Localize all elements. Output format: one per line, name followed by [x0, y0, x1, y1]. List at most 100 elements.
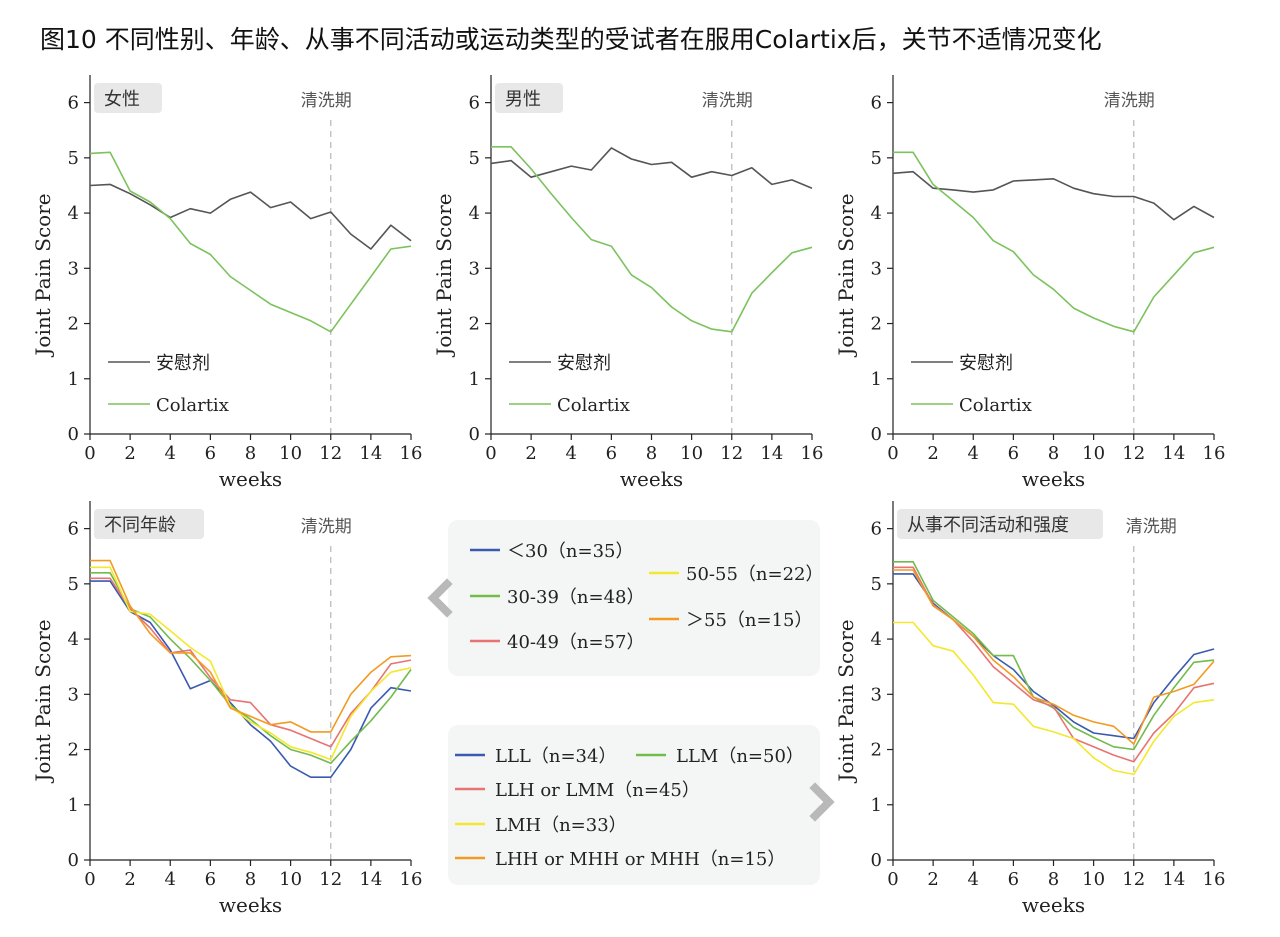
series-line-2 — [893, 560, 1215, 751]
x-tick-label: 10 — [1082, 443, 1105, 464]
x-tick-label: 0 — [887, 443, 898, 464]
y-tick-label: 4 — [68, 203, 79, 224]
x-tick-label: 12 — [319, 443, 342, 464]
series-line-1 — [490, 147, 813, 189]
y-tick-label: 2 — [68, 740, 79, 761]
x-tick-label: 4 — [968, 869, 979, 890]
y-tick-label: 6 — [469, 93, 480, 114]
legend-entry: Colartix — [959, 395, 1032, 416]
y-tick-label: 1 — [68, 369, 79, 390]
y-tick-label: 6 — [68, 93, 79, 114]
x-tick-label: 8 — [646, 443, 657, 464]
x-tick-label: 12 — [1122, 869, 1145, 890]
x-tick-label: 16 — [1203, 869, 1226, 890]
x-tick-label: 6 — [205, 869, 216, 890]
x-tick-label: 4 — [165, 869, 176, 890]
x-axis-label: weeks — [1022, 893, 1085, 917]
legends: ＜30（n=35） 30-39（n=48） 40-49（n=57） 50-55（n=2… — [448, 520, 823, 885]
x-tick-label: 2 — [927, 443, 938, 464]
activity-legend-entry: LHH or MHH or MHH（n=15） — [495, 849, 785, 870]
panel-label: 女性 — [104, 89, 140, 110]
y-tick-label: 3 — [68, 684, 79, 705]
x-tick-label: 10 — [279, 869, 302, 890]
x-tick-label: 6 — [205, 443, 216, 464]
panel-label: 不同年龄 — [104, 515, 176, 536]
y-axis-label: Joint Pain Score — [31, 193, 55, 357]
y-tick-label: 5 — [68, 148, 79, 169]
y-tick-label: 0 — [469, 424, 480, 445]
series-line-1 — [89, 183, 412, 250]
legend-entry: 安慰剂 — [156, 353, 210, 374]
x-tick-label: 16 — [400, 869, 423, 890]
series-line-4 — [893, 621, 1215, 776]
y-tick-label: 6 — [871, 519, 882, 540]
x-tick-label: 8 — [245, 443, 256, 464]
legend-entry: Colartix — [557, 395, 630, 416]
x-tick-label: 14 — [359, 443, 382, 464]
series-line-5 — [893, 569, 1215, 745]
washout-label: 清洗期 — [301, 91, 352, 111]
washout-label: 清洗期 — [1104, 91, 1155, 111]
series-line-1 — [90, 580, 412, 779]
activity-legend-entry: LMH（n=33） — [495, 815, 627, 836]
age-legend-entry: ＜30（n=35） — [507, 541, 633, 562]
x-tick-label: 2 — [927, 869, 938, 890]
y-tick-label: 3 — [68, 258, 79, 279]
series-line-2 — [90, 571, 412, 765]
series-line-1 — [893, 573, 1215, 740]
x-tick-label: 16 — [801, 443, 824, 464]
x-tick-label: 14 — [1162, 443, 1185, 464]
panel-label-background — [94, 83, 162, 113]
y-axis-label: Joint Pain Score — [432, 193, 456, 357]
y-axis-label: Joint Pain Score — [834, 619, 858, 783]
age-legend-entry: 50-55（n=22） — [686, 564, 823, 585]
x-tick-label: 14 — [359, 869, 382, 890]
x-tick-label: 6 — [1008, 443, 1019, 464]
y-tick-label: 4 — [68, 629, 79, 650]
y-tick-label: 2 — [469, 314, 480, 335]
age-legend-box — [448, 520, 820, 676]
x-axis-label: weeks — [219, 893, 282, 917]
legend-entry: Colartix — [156, 395, 229, 416]
x-tick-label: 12 — [1122, 443, 1145, 464]
panel-label: 从事不同活动和强度 — [907, 515, 1069, 536]
age-legend-entry: 30-39（n=48） — [507, 587, 644, 608]
y-tick-label: 2 — [68, 314, 79, 335]
y-tick-label: 2 — [871, 314, 882, 335]
x-tick-label: 10 — [680, 443, 703, 464]
x-tick-label: 8 — [1048, 869, 1059, 890]
x-tick-label: 0 — [485, 443, 496, 464]
x-axis-label: weeks — [620, 467, 683, 491]
x-tick-label: 2 — [525, 443, 536, 464]
washout-label: 清洗期 — [702, 91, 753, 111]
x-tick-label: 4 — [968, 443, 979, 464]
x-tick-label: 16 — [400, 443, 423, 464]
series-line-2 — [893, 151, 1215, 333]
x-tick-label: 0 — [84, 443, 95, 464]
y-tick-label: 1 — [871, 369, 882, 390]
x-tick-label: 6 — [606, 443, 617, 464]
series-line-3 — [90, 577, 412, 748]
chevron-right-icon — [809, 782, 835, 822]
x-tick-label: 14 — [1162, 869, 1185, 890]
x-tick-label: 12 — [319, 869, 342, 890]
y-tick-label: 5 — [871, 574, 882, 595]
figure-title: 图10 不同性别、年龄、从事不同活动或运动类型的受试者在服用Colartix后，… — [40, 25, 1102, 54]
x-tick-label: 10 — [1082, 869, 1105, 890]
y-tick-label: 5 — [469, 148, 480, 169]
age-legend-entry: ＞55（n=15） — [686, 610, 812, 631]
y-axis-label: Joint Pain Score — [834, 193, 858, 357]
washout-label: 清洗期 — [1126, 517, 1177, 537]
activity-legend-entry: LLH or LMM（n=45） — [495, 780, 700, 801]
panel-label-background — [94, 509, 204, 539]
panel-label: 男性 — [505, 89, 541, 110]
series-line-2 — [491, 146, 813, 333]
x-tick-label: 8 — [245, 869, 256, 890]
y-tick-label: 4 — [871, 203, 882, 224]
legend-entry: 安慰剂 — [557, 353, 611, 374]
